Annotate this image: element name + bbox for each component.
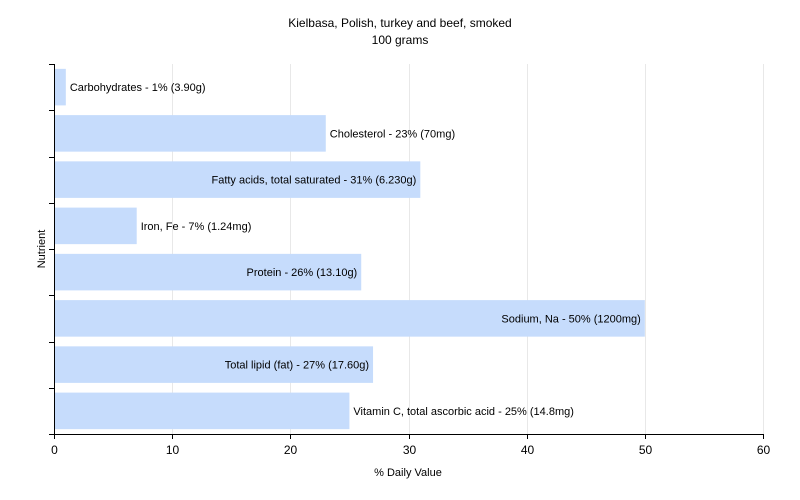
x-tick-label-30: 30 bbox=[403, 443, 417, 457]
bars-group: Carbohydrates - 1% (3.90g) Cholesterol - … bbox=[55, 68, 645, 430]
x-tick-label-40: 40 bbox=[521, 443, 535, 457]
bar-label-4: Protein - 26% (13.10g) bbox=[247, 267, 358, 279]
x-tick-label-60: 60 bbox=[757, 443, 771, 457]
bar-label-5: Sodium, Na - 50% (1200mg) bbox=[501, 313, 640, 325]
chart-title: Kielbasa, Polish, turkey and beef, smoke… bbox=[288, 16, 511, 30]
bar-5 bbox=[55, 300, 645, 337]
bar-label-0: Carbohydrates - 1% (3.90g) bbox=[70, 82, 206, 94]
x-axis-label: % Daily Value bbox=[374, 467, 442, 479]
bar-3 bbox=[55, 207, 137, 245]
bar-0 bbox=[55, 68, 66, 106]
bar-4 bbox=[55, 253, 362, 291]
y-axis-label: Nutrient bbox=[36, 230, 48, 269]
bar-label-2: Fatty acids, total saturated - 31% (6.23… bbox=[211, 175, 416, 187]
bar-6 bbox=[55, 346, 374, 383]
axes-group: 0 10 20 30 40 50 60 bbox=[49, 64, 770, 457]
x-tick-label-20: 20 bbox=[284, 443, 298, 457]
x-tick-label-0: 0 bbox=[51, 443, 58, 457]
bar-label-3: Iron, Fe - 7% (1.24mg) bbox=[141, 221, 252, 233]
bar-label-1: Cholesterol - 23% (70mg) bbox=[330, 128, 455, 140]
bar-label-7: Vitamin C, total ascorbic acid - 25% (14… bbox=[353, 406, 573, 418]
bar-7 bbox=[55, 392, 350, 430]
bar-2 bbox=[55, 161, 421, 198]
bar-1 bbox=[55, 115, 326, 152]
bar-label-6: Total lipid (fat) - 27% (17.60g) bbox=[225, 360, 369, 372]
chart-subtitle: 100 grams bbox=[372, 33, 429, 47]
x-tick-label-10: 10 bbox=[166, 443, 180, 457]
x-tick-label-50: 50 bbox=[639, 443, 653, 457]
